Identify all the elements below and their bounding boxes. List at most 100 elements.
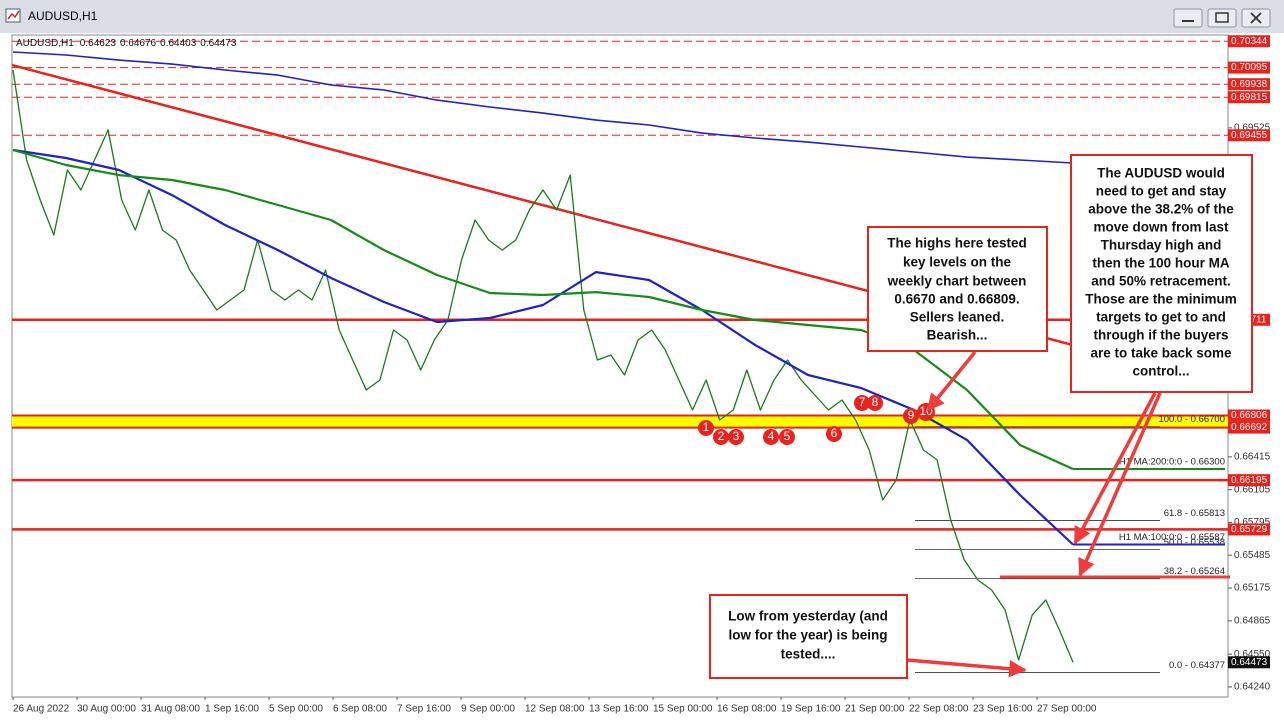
- marker: [779, 429, 795, 445]
- level-label: 0.66195: [1231, 475, 1268, 486]
- highlight-band: [12, 415, 1228, 428]
- symbol-info: AUDUSD,H1 0.64623 0.64676 0.64403 0.64473: [16, 38, 237, 49]
- marker-label: 7: [859, 395, 866, 409]
- annotation-line: Bearish...: [927, 328, 988, 343]
- annotation: Low from yesterday (and low for the year…: [709, 594, 908, 679]
- level-label: 0.69815: [1231, 92, 1268, 103]
- fib-label: 38.2 - 0.65264: [1164, 566, 1225, 577]
- plot-area: [11, 34, 1229, 698]
- marker-label: 8: [872, 395, 879, 409]
- close-glyph: [1250, 12, 1262, 24]
- markers: 1 2 3 4 5 6 7 8 9 10: [698, 395, 935, 445]
- y-tick-label: 0.69525: [1234, 123, 1271, 134]
- arrow: [1078, 392, 1162, 577]
- x-tick-label: 12 Sep 08:00: [525, 704, 585, 715]
- level-label-bg: [1228, 129, 1270, 142]
- arrow: [906, 658, 1027, 678]
- y-tick-label: 0.66415: [1234, 452, 1271, 463]
- annotation-line: Low from yesterday (and: [728, 609, 888, 624]
- annotation-line: Sellers leaned.: [910, 310, 1005, 325]
- fib-label: 100.0 - 0.66700: [1158, 414, 1225, 425]
- annotation-line: through if the buyers: [1094, 328, 1229, 343]
- x-tick-label: 21 Sep 00:00: [845, 704, 905, 715]
- annotation-line: Those are the minimum: [1085, 292, 1237, 307]
- annotation-line: targets to get to and: [1096, 310, 1226, 325]
- arrow: [1073, 392, 1157, 545]
- x-tick-label: 23 Sep 16:00: [973, 704, 1033, 715]
- x-tick-label: 5 Sep 00:00: [269, 704, 323, 715]
- series-line: [12, 148, 1074, 546]
- level-label: 0.69938: [1231, 79, 1268, 90]
- series-line: [12, 51, 1074, 164]
- annotation-line: are to take back some: [1090, 346, 1232, 361]
- x-tick-label: 13 Sep 16:00: [589, 704, 649, 715]
- x-tick-label: 30 Aug 00:00: [77, 704, 136, 715]
- y-tick-label: 0.64550: [1234, 649, 1271, 660]
- marker: [854, 395, 870, 411]
- marker: [763, 429, 779, 445]
- marker-label: 9: [908, 408, 915, 422]
- x-tick-label: 19 Sep 16:00: [781, 704, 841, 715]
- y-tick-label: 0.65175: [1234, 583, 1271, 594]
- arrow: [926, 350, 977, 412]
- annotation-line: low for the year) is being: [728, 628, 887, 643]
- level-label: 0.64473: [1231, 657, 1268, 668]
- level-label-bg: [1228, 523, 1270, 536]
- level-label: 0.70344: [1231, 36, 1268, 47]
- annotation-line: control...: [1133, 364, 1190, 379]
- maximize-glyph: [1215, 12, 1229, 23]
- annotation-line: Thursday high and: [1101, 238, 1222, 253]
- ohlc-low: 0.64403: [160, 38, 197, 49]
- ohlc-high: 0.64676: [120, 38, 157, 49]
- minimize-button[interactable]: [1173, 8, 1203, 28]
- marker: [826, 426, 842, 442]
- arrows: [906, 350, 1162, 678]
- x-tick-label: 6 Sep 08:00: [333, 704, 387, 715]
- annotation-box: [709, 594, 908, 679]
- marker-label: 4: [768, 429, 775, 443]
- annotation-line: weekly chart between: [887, 274, 1027, 289]
- series-line: [12, 69, 1074, 663]
- x-tick-label: 7 Sep 16:00: [397, 704, 451, 715]
- marker: [867, 395, 883, 411]
- annotation-line: 0.6670 and 0.66809.: [894, 292, 1019, 307]
- x-tick-label: 1 Sep 16:00: [205, 704, 259, 715]
- marker-label: 6: [831, 426, 838, 440]
- annotation-line: and 50% retracement.: [1091, 274, 1231, 289]
- window-icon-glyph: [7, 10, 20, 20]
- x-tick-label: 16 Sep 08:00: [717, 704, 777, 715]
- fib-label: 50.0 - 0.65538: [1164, 537, 1225, 548]
- annotation-line: need to get and stay: [1096, 184, 1227, 199]
- x-tick-label: 15 Sep 00:00: [653, 704, 713, 715]
- x-tick-label: 26 Aug 2022: [13, 704, 70, 715]
- ma-label: H1 MA:200:0:0 - 0.66300: [1119, 457, 1225, 468]
- annotation-box: [867, 226, 1048, 352]
- marker-label: 3: [733, 429, 740, 443]
- marker: [903, 408, 919, 424]
- level-label: 0.70095: [1231, 62, 1268, 73]
- level-label: 0.66692: [1231, 422, 1268, 433]
- level-label: 0.66806: [1231, 410, 1268, 421]
- level-label: 0.69455: [1231, 130, 1268, 141]
- level-label: 0.65729: [1231, 524, 1268, 535]
- x-tick-label: 9 Sep 00:00: [461, 704, 515, 715]
- marker: [698, 420, 714, 436]
- annotation-line: above the 38.2% of the: [1088, 202, 1234, 217]
- marker-label: 5: [784, 429, 791, 443]
- maximize-button[interactable]: [1207, 8, 1237, 28]
- level-label-bg: [1228, 656, 1270, 669]
- x-tick-label: 22 Sep 08:00: [909, 704, 969, 715]
- symbol: AUDUSD,H1: [16, 38, 74, 49]
- level-label-bg: [1228, 409, 1270, 422]
- annotation: The highs here tested key levels on the …: [867, 226, 1048, 352]
- marker-label: 2: [718, 429, 725, 443]
- ohlc-open: 0.64623: [80, 38, 117, 49]
- annotation-line: tested....: [781, 647, 836, 662]
- annotation-box: [1070, 154, 1253, 393]
- x-axis-bg: [0, 698, 1284, 721]
- annotation-line: The AUDUSD would: [1097, 166, 1225, 181]
- y-tick-label: 0.66105: [1234, 484, 1271, 495]
- x-tick-label: 31 Aug 08:00: [141, 704, 200, 715]
- level-label-bg: [1228, 421, 1270, 434]
